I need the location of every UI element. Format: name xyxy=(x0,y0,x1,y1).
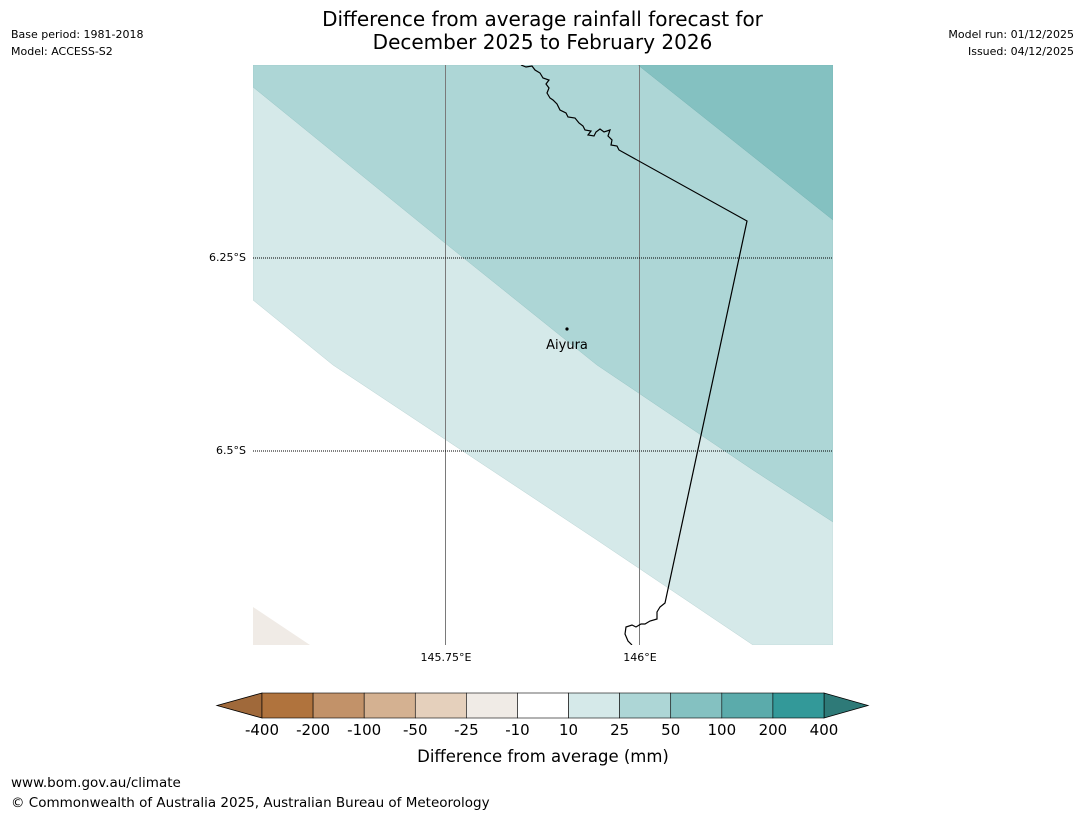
colorbar-extend-low xyxy=(215,692,263,719)
footer-url: www.bom.gov.au/climate xyxy=(11,775,181,791)
rainfall-band-50-to-100 xyxy=(637,65,833,221)
colorbar-segment xyxy=(466,692,518,719)
aiyura-marker xyxy=(565,327,569,331)
metadata-left: Base period: 1981-2018 Model: ACCESS-S2 xyxy=(11,27,143,60)
map-title: Difference from average rainfall forecas… xyxy=(0,8,1085,54)
coastline-and-border xyxy=(520,65,748,645)
model-text: Model: ACCESS-S2 xyxy=(11,44,113,58)
footer-copyright: © Commonwealth of Australia 2025, Austra… xyxy=(11,795,490,811)
issued-text: Issued: 04/12/2025 xyxy=(967,44,1074,58)
colorbar xyxy=(215,692,870,719)
lon-label-146: 146°E xyxy=(623,651,656,664)
colorbar-tick-label: -50 xyxy=(403,721,428,739)
colorbar-title: Difference from average (mm) xyxy=(417,747,669,766)
rainfall-band-25-to-50 xyxy=(253,65,833,523)
map-panel: Aiyura xyxy=(253,65,833,645)
colorbar-segment xyxy=(517,692,569,719)
colorbar-segment xyxy=(772,692,825,719)
title-line-1: Difference from average rainfall forecas… xyxy=(322,7,763,31)
title-line-2: December 2025 to February 2026 xyxy=(372,30,713,54)
colorbar-tick-label: 50 xyxy=(661,721,680,739)
metadata-right: Model run: 01/12/2025 Issued: 04/12/2025 xyxy=(948,27,1074,60)
lat-label-6-25: 6.25°S xyxy=(209,251,246,264)
colorbar-tick-label: 400 xyxy=(810,721,839,739)
colorbar-segment xyxy=(363,692,416,719)
aiyura-label: Aiyura xyxy=(546,338,588,353)
colorbar-segment xyxy=(619,692,672,719)
colorbar-segment xyxy=(721,692,774,719)
colorbar-tick-labels: -400 -200 -100 -50 -25 -10 10 25 50 100 200 400 xyxy=(245,721,838,739)
base-period-text: Base period: 1981-2018 xyxy=(11,28,144,41)
colorbar-segment xyxy=(312,692,365,719)
colorbar-tick-label: -100 xyxy=(347,721,381,739)
colorbar-tick-label: -400 xyxy=(245,721,279,739)
colorbar-tick-label: 200 xyxy=(759,721,788,739)
colorbar-tick-label: 25 xyxy=(610,721,629,739)
colorbar-extend-high xyxy=(823,692,870,719)
rainfall-band-minus-10-to-minus-25 xyxy=(253,607,310,645)
colorbar-tick-label: 10 xyxy=(559,721,578,739)
model-run-text: Model run: 01/12/2025 xyxy=(948,28,1074,41)
colorbar-tick-label: -10 xyxy=(505,721,530,739)
colorbar-segment xyxy=(414,692,467,719)
lat-label-6-5: 6.5°S xyxy=(216,444,246,457)
colorbar-tick-label: -200 xyxy=(296,721,330,739)
lon-label-145-75: 145.75°E xyxy=(421,651,472,664)
colorbar-segment xyxy=(568,692,620,719)
colorbar-tick-label: 100 xyxy=(707,721,736,739)
colorbar-tick-label: -25 xyxy=(454,721,479,739)
colorbar-segment xyxy=(261,692,314,719)
colorbar-segment xyxy=(670,692,723,719)
